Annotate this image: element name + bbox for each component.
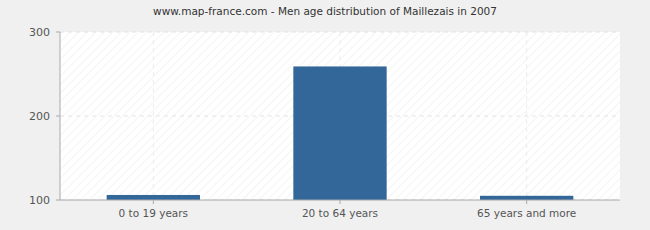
x-tick [340,200,341,204]
bar [107,195,200,200]
y-tick-label: 100 [29,194,50,207]
y-tick-label: 300 [29,26,50,39]
chart-svg: www.map-france.com - Men age distributio… [0,0,650,230]
grid-line-x [526,32,527,200]
y-axis [60,32,61,200]
x-tick [526,200,527,204]
plot-area [60,32,620,200]
title: www.map-france.com - Men age distributio… [153,5,497,17]
chart-container: www.map-france.com - Men age distributio… [0,0,650,230]
x-tick-label: 65 years and more [477,207,576,219]
bars [107,66,574,200]
y-tick [56,32,60,33]
y-tick-label: 200 [29,110,50,123]
y-tick [56,200,60,201]
x-tick [153,200,154,204]
x-tick-label: 0 to 19 years [119,207,189,219]
bar [293,66,386,200]
background [0,0,650,230]
grid-line-x [153,32,154,200]
x-tick-label: 20 to 64 years [302,207,378,219]
bar [480,196,573,200]
y-tick [56,116,60,117]
